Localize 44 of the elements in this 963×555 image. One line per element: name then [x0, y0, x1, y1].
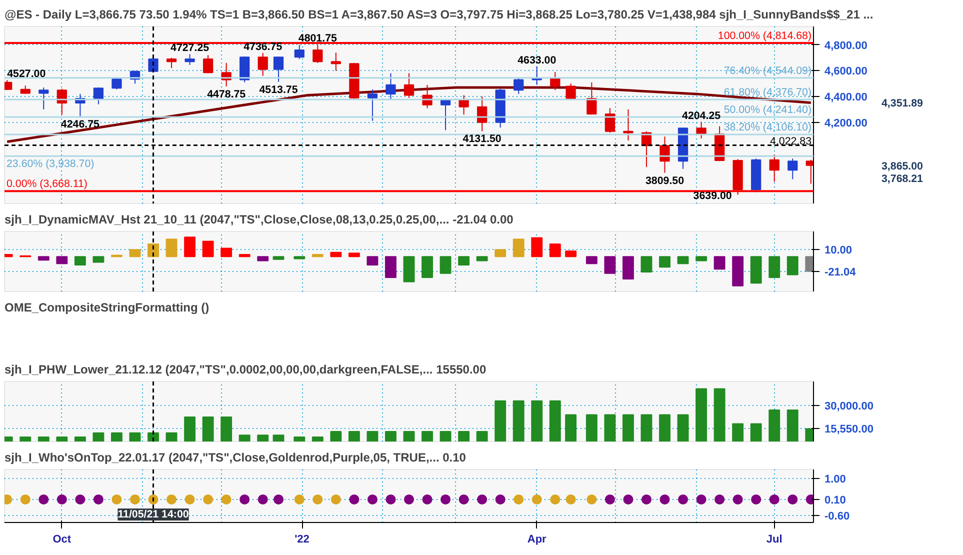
- y-tick-label: 4,800.00: [824, 40, 868, 52]
- x-tick-label: Oct: [52, 534, 72, 546]
- chart-title: sjh_I_Who'sOnTop_22.01.17 (2047,"TS",Close,Goldenrod,Purple,05, TRUE,... 0.10: [4, 450, 466, 464]
- y-tick-label: 15,550.00: [824, 424, 874, 436]
- ref-line-label: 100.00% (4,814.68): [718, 30, 812, 42]
- annotation: 4633.00: [518, 54, 556, 66]
- ref-line-label: 23.60% (3,938.70): [6, 158, 94, 170]
- annotation: 4736.75: [244, 41, 282, 54]
- y-tick-label: 4,400.00: [824, 92, 868, 104]
- chart-title: @ES - Daily L=3,866.75 73.50 1.94% TS=1 B=3,866.50 BS=1 A=3,867.50 AS=3 O=3,797.75 Hi=3,868.25 Lo=3,780.25 V=1,438,984 sjh_I_SunnyBands$$_21 ...: [4, 8, 874, 22]
- y-tick-label: 1.00: [824, 474, 846, 486]
- ref-line-label: 0.00% (3,668.11): [6, 178, 88, 190]
- y2-tick-label: 4,351.89: [882, 98, 924, 110]
- y-tick-label: 4,600.00: [824, 66, 868, 78]
- annotation: 3639.00: [693, 190, 732, 202]
- text: OME_CompositeStringFormatting (): [4, 300, 210, 314]
- annotation: 4478.75: [207, 88, 246, 100]
- annotation: 4513.75: [259, 84, 298, 96]
- y-tick-label: 30,000.00: [824, 400, 874, 413]
- annotation: 3809.50: [645, 174, 684, 187]
- ref-line-label: 11/05/21 14:00: [118, 508, 189, 520]
- ref-line-label: 4,022.83: [770, 135, 812, 148]
- chart-title: sjh_I_DynamicMAV_Hst 21_10_11 (2047,"TS",Close,Close,08,13,0.25,0.25,00,... -21.04 0.00: [4, 212, 514, 226]
- annotation: 4204.25: [682, 110, 721, 122]
- ref-line-label: 38.20% (4,106.10): [724, 121, 812, 134]
- ref-line-label: 61.80% (4,376.70): [724, 86, 812, 99]
- chart-title: sjh_I_PHW_Lower_21.12.12 (2047,"TS",0.0002,00,00,00,darkgreen,FALSE,... 15550.00: [4, 362, 486, 376]
- y-tick-label: -0.60: [824, 510, 850, 523]
- y-tick-label: 4,200.00: [824, 117, 868, 130]
- ref-line-label: 50.00% (4,241.40): [724, 104, 812, 116]
- ref-line-label: 76.40% (4,544.09): [724, 64, 812, 77]
- annotation: 4246.75: [60, 118, 100, 130]
- annotation: 4131.50: [462, 133, 502, 146]
- y2-tick-label: 3,865.00: [882, 160, 924, 173]
- x-tick-label: Jul: [766, 534, 782, 546]
- annotation: 4527.00: [7, 68, 46, 80]
- y-tick-label: 0.10: [824, 494, 846, 506]
- y-tick-label: -21.04: [824, 266, 857, 278]
- annotation: 4727.25: [170, 42, 210, 54]
- annotation: 4801.75: [298, 32, 337, 45]
- x-tick-label: Apr: [527, 534, 548, 546]
- x-tick-label: '22: [294, 534, 310, 546]
- y-tick-label: 10.00: [824, 244, 852, 257]
- y2-tick-label: 3,768.21: [882, 173, 924, 186]
